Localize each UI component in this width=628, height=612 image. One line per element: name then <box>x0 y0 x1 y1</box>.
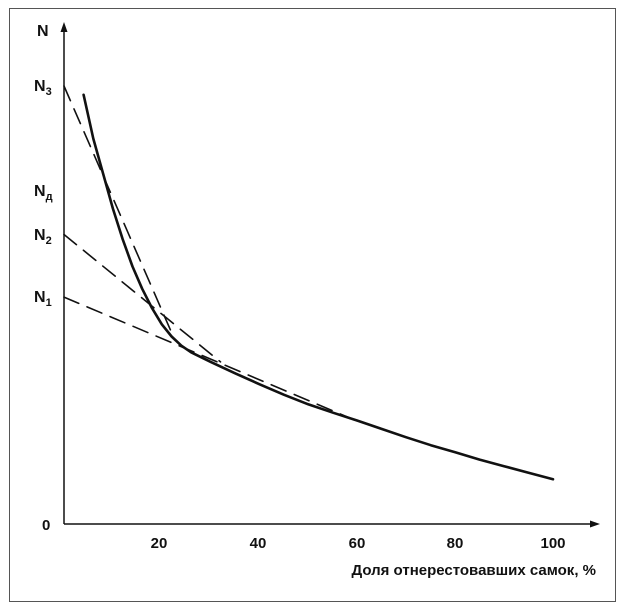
chart-frame <box>9 8 616 602</box>
y-mark-n2: N2 <box>34 227 52 247</box>
tangent-line-1 <box>63 85 173 334</box>
y-mark-n3: N3 <box>34 78 52 98</box>
tangent-line-2 <box>63 233 222 363</box>
x-tick-label: 80 <box>447 535 464 552</box>
y-axis-title: N <box>37 23 49 40</box>
survival-curve <box>82 93 555 481</box>
x-axis-arrow <box>590 520 600 528</box>
x-axis-title: Доля отнерестовавших самок, % <box>351 562 596 579</box>
x-tick-label: 100 <box>540 535 565 552</box>
x-tick-label: 20 <box>151 535 168 552</box>
x-tick-label: 60 <box>349 535 366 552</box>
tangent-line-3 <box>63 296 364 425</box>
y-mark-nd: Nд <box>34 183 53 203</box>
x-tick-label: 40 <box>250 535 267 552</box>
y-mark-n1: N1 <box>34 289 52 309</box>
origin-label: 0 <box>42 517 50 534</box>
series-layer <box>63 85 555 481</box>
y-axis-arrow <box>60 22 68 32</box>
